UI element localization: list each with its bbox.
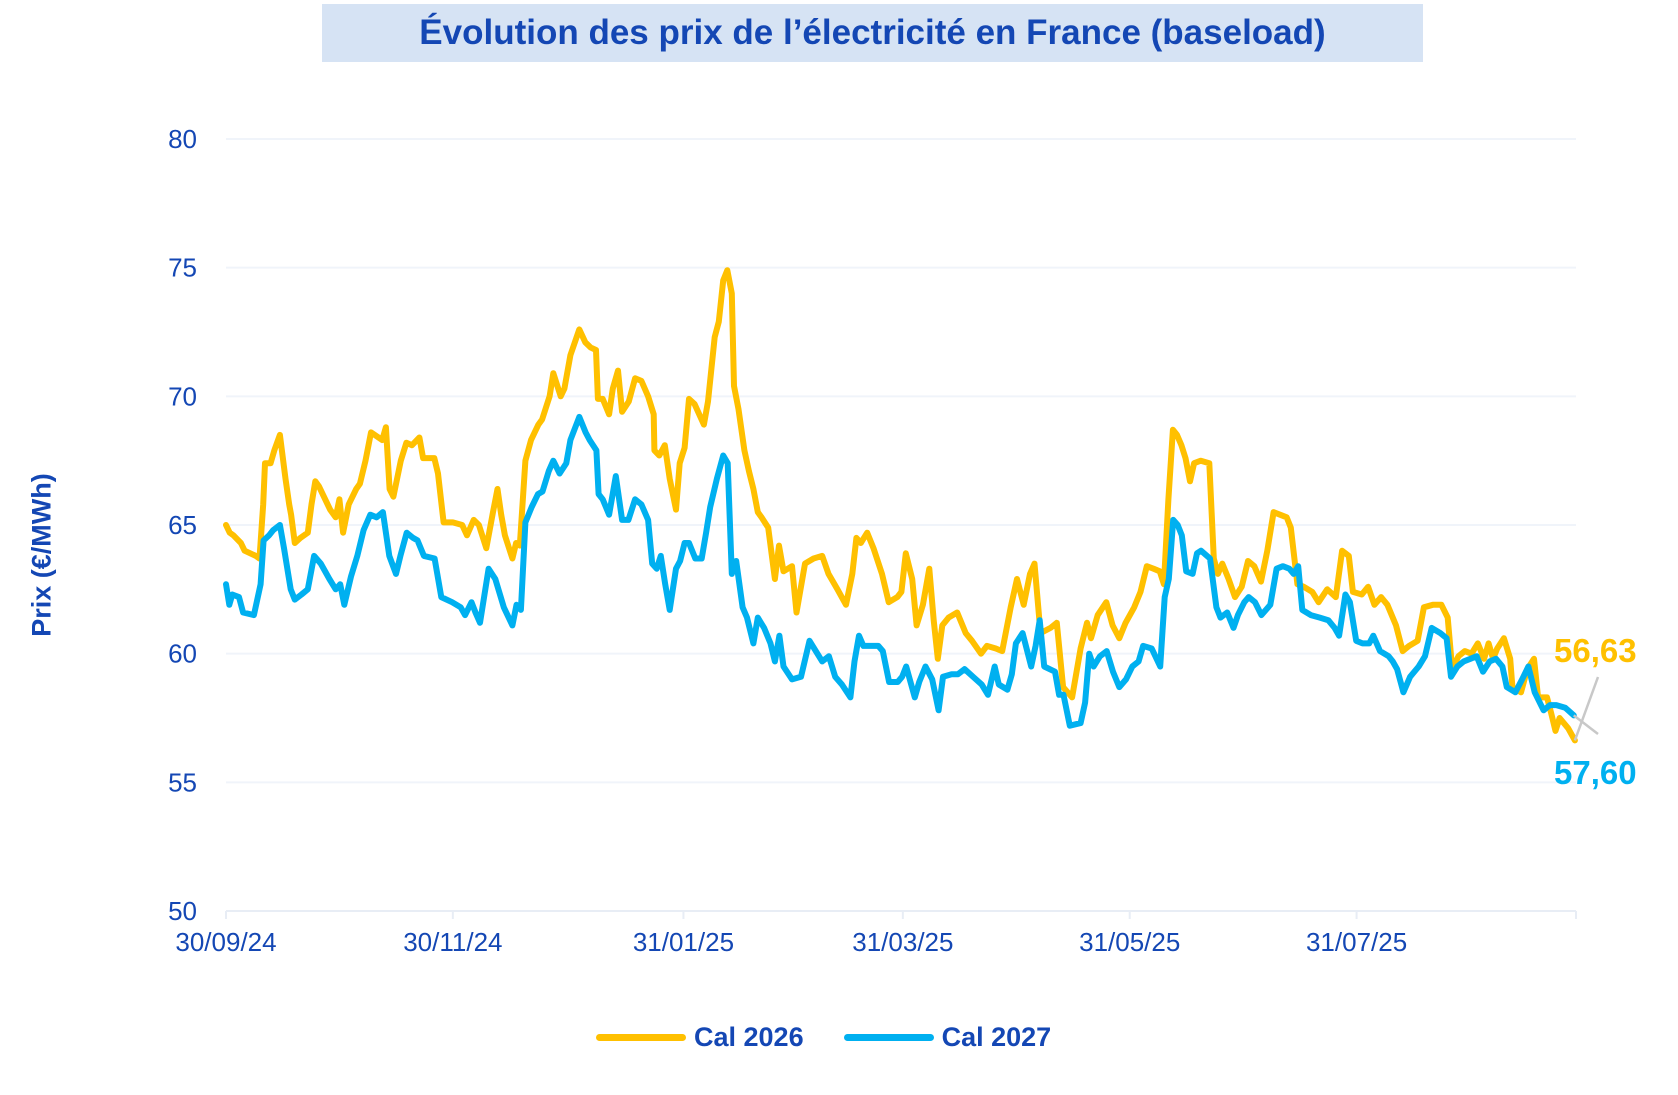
y-tick-50: 50 <box>168 896 197 926</box>
legend-swatch-cal-2027 <box>843 1034 934 1041</box>
legend-label-cal-2027: Cal 2027 <box>941 1022 1052 1052</box>
end-labels: 56,63 57,60 <box>1554 632 1637 791</box>
legend-swatch-cal-2026 <box>596 1034 686 1041</box>
legend-label-cal-2026: Cal 2026 <box>694 1022 804 1052</box>
leader-line-cal-2026 <box>1573 676 1600 741</box>
y-tick-labels: 80 75 70 65 60 55 50 <box>168 124 197 926</box>
y-tick-65: 65 <box>168 510 197 540</box>
legend-item-cal-2026: Cal 2026 <box>596 1022 804 1053</box>
chart-title: Évolution des prix de l’électricité en F… <box>419 13 1326 52</box>
end-label-cal-2027: 57,60 <box>1554 754 1637 791</box>
x-tick-label: 30/11/24 <box>403 927 502 957</box>
legend: Cal 2026 Cal 2027 <box>596 1022 1091 1053</box>
x-tick-label: 31/05/25 <box>1079 927 1180 957</box>
y-tick-60: 60 <box>168 639 197 669</box>
y-tick-75: 75 <box>168 253 197 283</box>
y-tick-70: 70 <box>168 381 197 411</box>
series-lines <box>223 267 1578 744</box>
leader-line-cal-2027 <box>1573 714 1599 735</box>
x-tick-label: 30/09/24 <box>175 927 276 957</box>
x-tick-label: 31/01/25 <box>633 927 734 957</box>
legend-item-cal-2027: Cal 2027 <box>843 1022 1052 1053</box>
series-line-cal-2026 <box>223 267 1578 744</box>
gridlines <box>226 138 1576 912</box>
x-axis: 30/09/24 30/11/24 31/01/25 31/03/25 31/05/25… <box>175 910 1577 957</box>
x-tick-label: 31/03/25 <box>852 927 953 957</box>
chart-title-box: Évolution des prix de l’électricité en F… <box>322 4 1423 62</box>
series-line-cal-2027 <box>223 413 1577 729</box>
x-tick-label: 31/07/25 <box>1306 927 1407 957</box>
end-label-cal-2026: 56,63 <box>1554 632 1637 669</box>
y-tick-55: 55 <box>168 767 197 797</box>
y-tick-80: 80 <box>168 124 197 154</box>
